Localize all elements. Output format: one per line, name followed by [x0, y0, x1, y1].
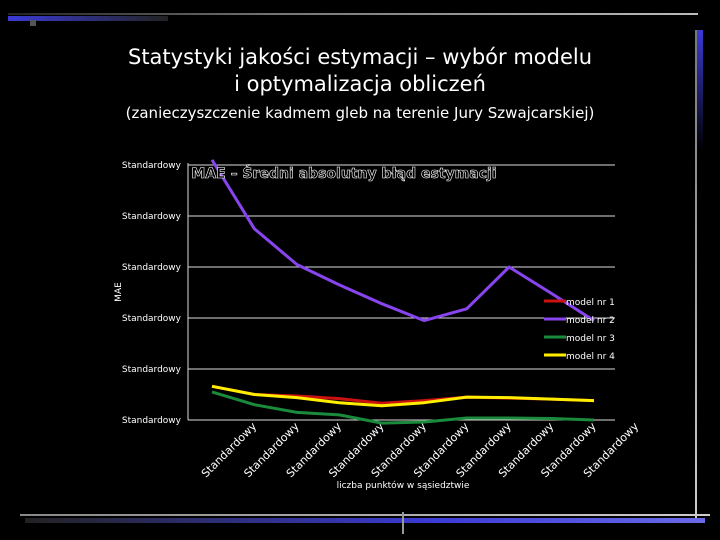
- y-axis-label: MAE: [114, 282, 124, 302]
- frame-top-square: [30, 20, 36, 26]
- x-axis-label: liczba punktów w sąsiedztwie: [337, 480, 470, 491]
- y-tick-label: Standardowy: [122, 161, 182, 171]
- legend-label-3: model nr 3: [566, 334, 615, 344]
- slide-title-line2: i optymalizacja obliczeń: [234, 72, 486, 96]
- chart-title: MAE – Średni absolutny błąd estymacji: [191, 164, 496, 182]
- series-line-3: [211, 390, 595, 425]
- legend-label-1: model nr 1: [566, 298, 615, 308]
- y-tick-label: Standardowy: [122, 314, 182, 324]
- frame-top-bar: [8, 13, 698, 15]
- frame-top-accent: [8, 16, 168, 21]
- y-tick-label: Standardowy: [122, 416, 182, 426]
- legend-label-2: model nr 2: [566, 316, 615, 326]
- y-tick-label: Standardowy: [122, 365, 182, 375]
- frame-right-accent: [697, 30, 703, 150]
- slide-subtitle: (zanieczyszczenie kadmem gleb na terenie…: [125, 104, 595, 122]
- series-line-4: [211, 384, 595, 408]
- frame-bottom-accent: [25, 518, 705, 523]
- y-tick-label: Standardowy: [122, 263, 182, 273]
- slide-title-line1: Statystyki jakości estymacji – wybór mod…: [127, 45, 593, 69]
- frame-bottom-tick: [402, 512, 404, 534]
- frame-bottom-line: [20, 514, 710, 516]
- series-line-2: [210, 159, 595, 323]
- legend-label-4: model nr 4: [566, 352, 615, 362]
- y-tick-label: Standardowy: [122, 212, 182, 222]
- frame-right-line: [695, 30, 697, 520]
